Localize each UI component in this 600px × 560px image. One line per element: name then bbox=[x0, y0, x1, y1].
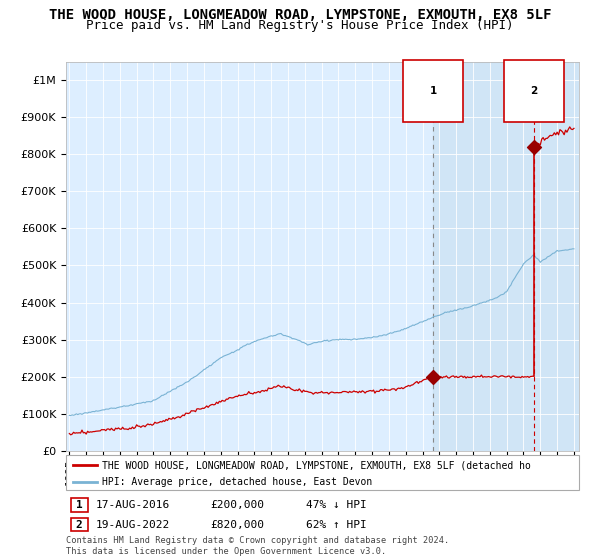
Point bbox=[529, 142, 539, 151]
Text: £820,000: £820,000 bbox=[210, 520, 264, 530]
Text: 2: 2 bbox=[530, 86, 538, 96]
Text: 47% ↓ HPI: 47% ↓ HPI bbox=[306, 500, 367, 510]
Text: 1: 1 bbox=[76, 500, 83, 510]
Text: 2: 2 bbox=[76, 520, 83, 530]
Text: £200,000: £200,000 bbox=[210, 500, 264, 510]
Text: THE WOOD HOUSE, LONGMEADOW ROAD, LYMPSTONE, EXMOUTH, EX8 5LF (detached ho: THE WOOD HOUSE, LONGMEADOW ROAD, LYMPSTO… bbox=[102, 460, 531, 470]
Text: Contains HM Land Registry data © Crown copyright and database right 2024.
This d: Contains HM Land Registry data © Crown c… bbox=[66, 536, 449, 556]
Point bbox=[428, 372, 438, 381]
Text: 62% ↑ HPI: 62% ↑ HPI bbox=[306, 520, 367, 530]
Text: THE WOOD HOUSE, LONGMEADOW ROAD, LYMPSTONE, EXMOUTH, EX8 5LF: THE WOOD HOUSE, LONGMEADOW ROAD, LYMPSTO… bbox=[49, 8, 551, 22]
Bar bbox=[433, 62, 583, 451]
Text: 1: 1 bbox=[430, 86, 437, 96]
Text: Price paid vs. HM Land Registry's House Price Index (HPI): Price paid vs. HM Land Registry's House … bbox=[86, 19, 514, 32]
Text: 19-AUG-2022: 19-AUG-2022 bbox=[96, 520, 170, 530]
Text: HPI: Average price, detached house, East Devon: HPI: Average price, detached house, East… bbox=[102, 477, 372, 487]
Text: 17-AUG-2016: 17-AUG-2016 bbox=[96, 500, 170, 510]
